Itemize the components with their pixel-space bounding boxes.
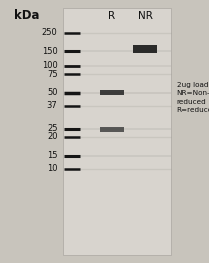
Text: 2ug loading
NR=Non-
reduced
R=reduced: 2ug loading NR=Non- reduced R=reduced (177, 82, 209, 113)
Text: 37: 37 (47, 101, 57, 110)
Text: NR: NR (138, 11, 153, 21)
Text: R: R (108, 11, 115, 21)
Text: 20: 20 (47, 132, 57, 141)
Text: 25: 25 (47, 124, 57, 133)
FancyBboxPatch shape (100, 90, 124, 95)
FancyBboxPatch shape (63, 8, 171, 255)
FancyBboxPatch shape (100, 127, 124, 132)
Text: 15: 15 (47, 151, 57, 160)
FancyBboxPatch shape (133, 45, 157, 53)
Text: 50: 50 (47, 88, 57, 97)
Text: 100: 100 (42, 61, 57, 70)
Text: 250: 250 (42, 28, 57, 37)
Text: 10: 10 (47, 164, 57, 173)
Text: kDa: kDa (14, 9, 40, 22)
Text: 75: 75 (47, 70, 57, 79)
Text: 150: 150 (42, 47, 57, 56)
